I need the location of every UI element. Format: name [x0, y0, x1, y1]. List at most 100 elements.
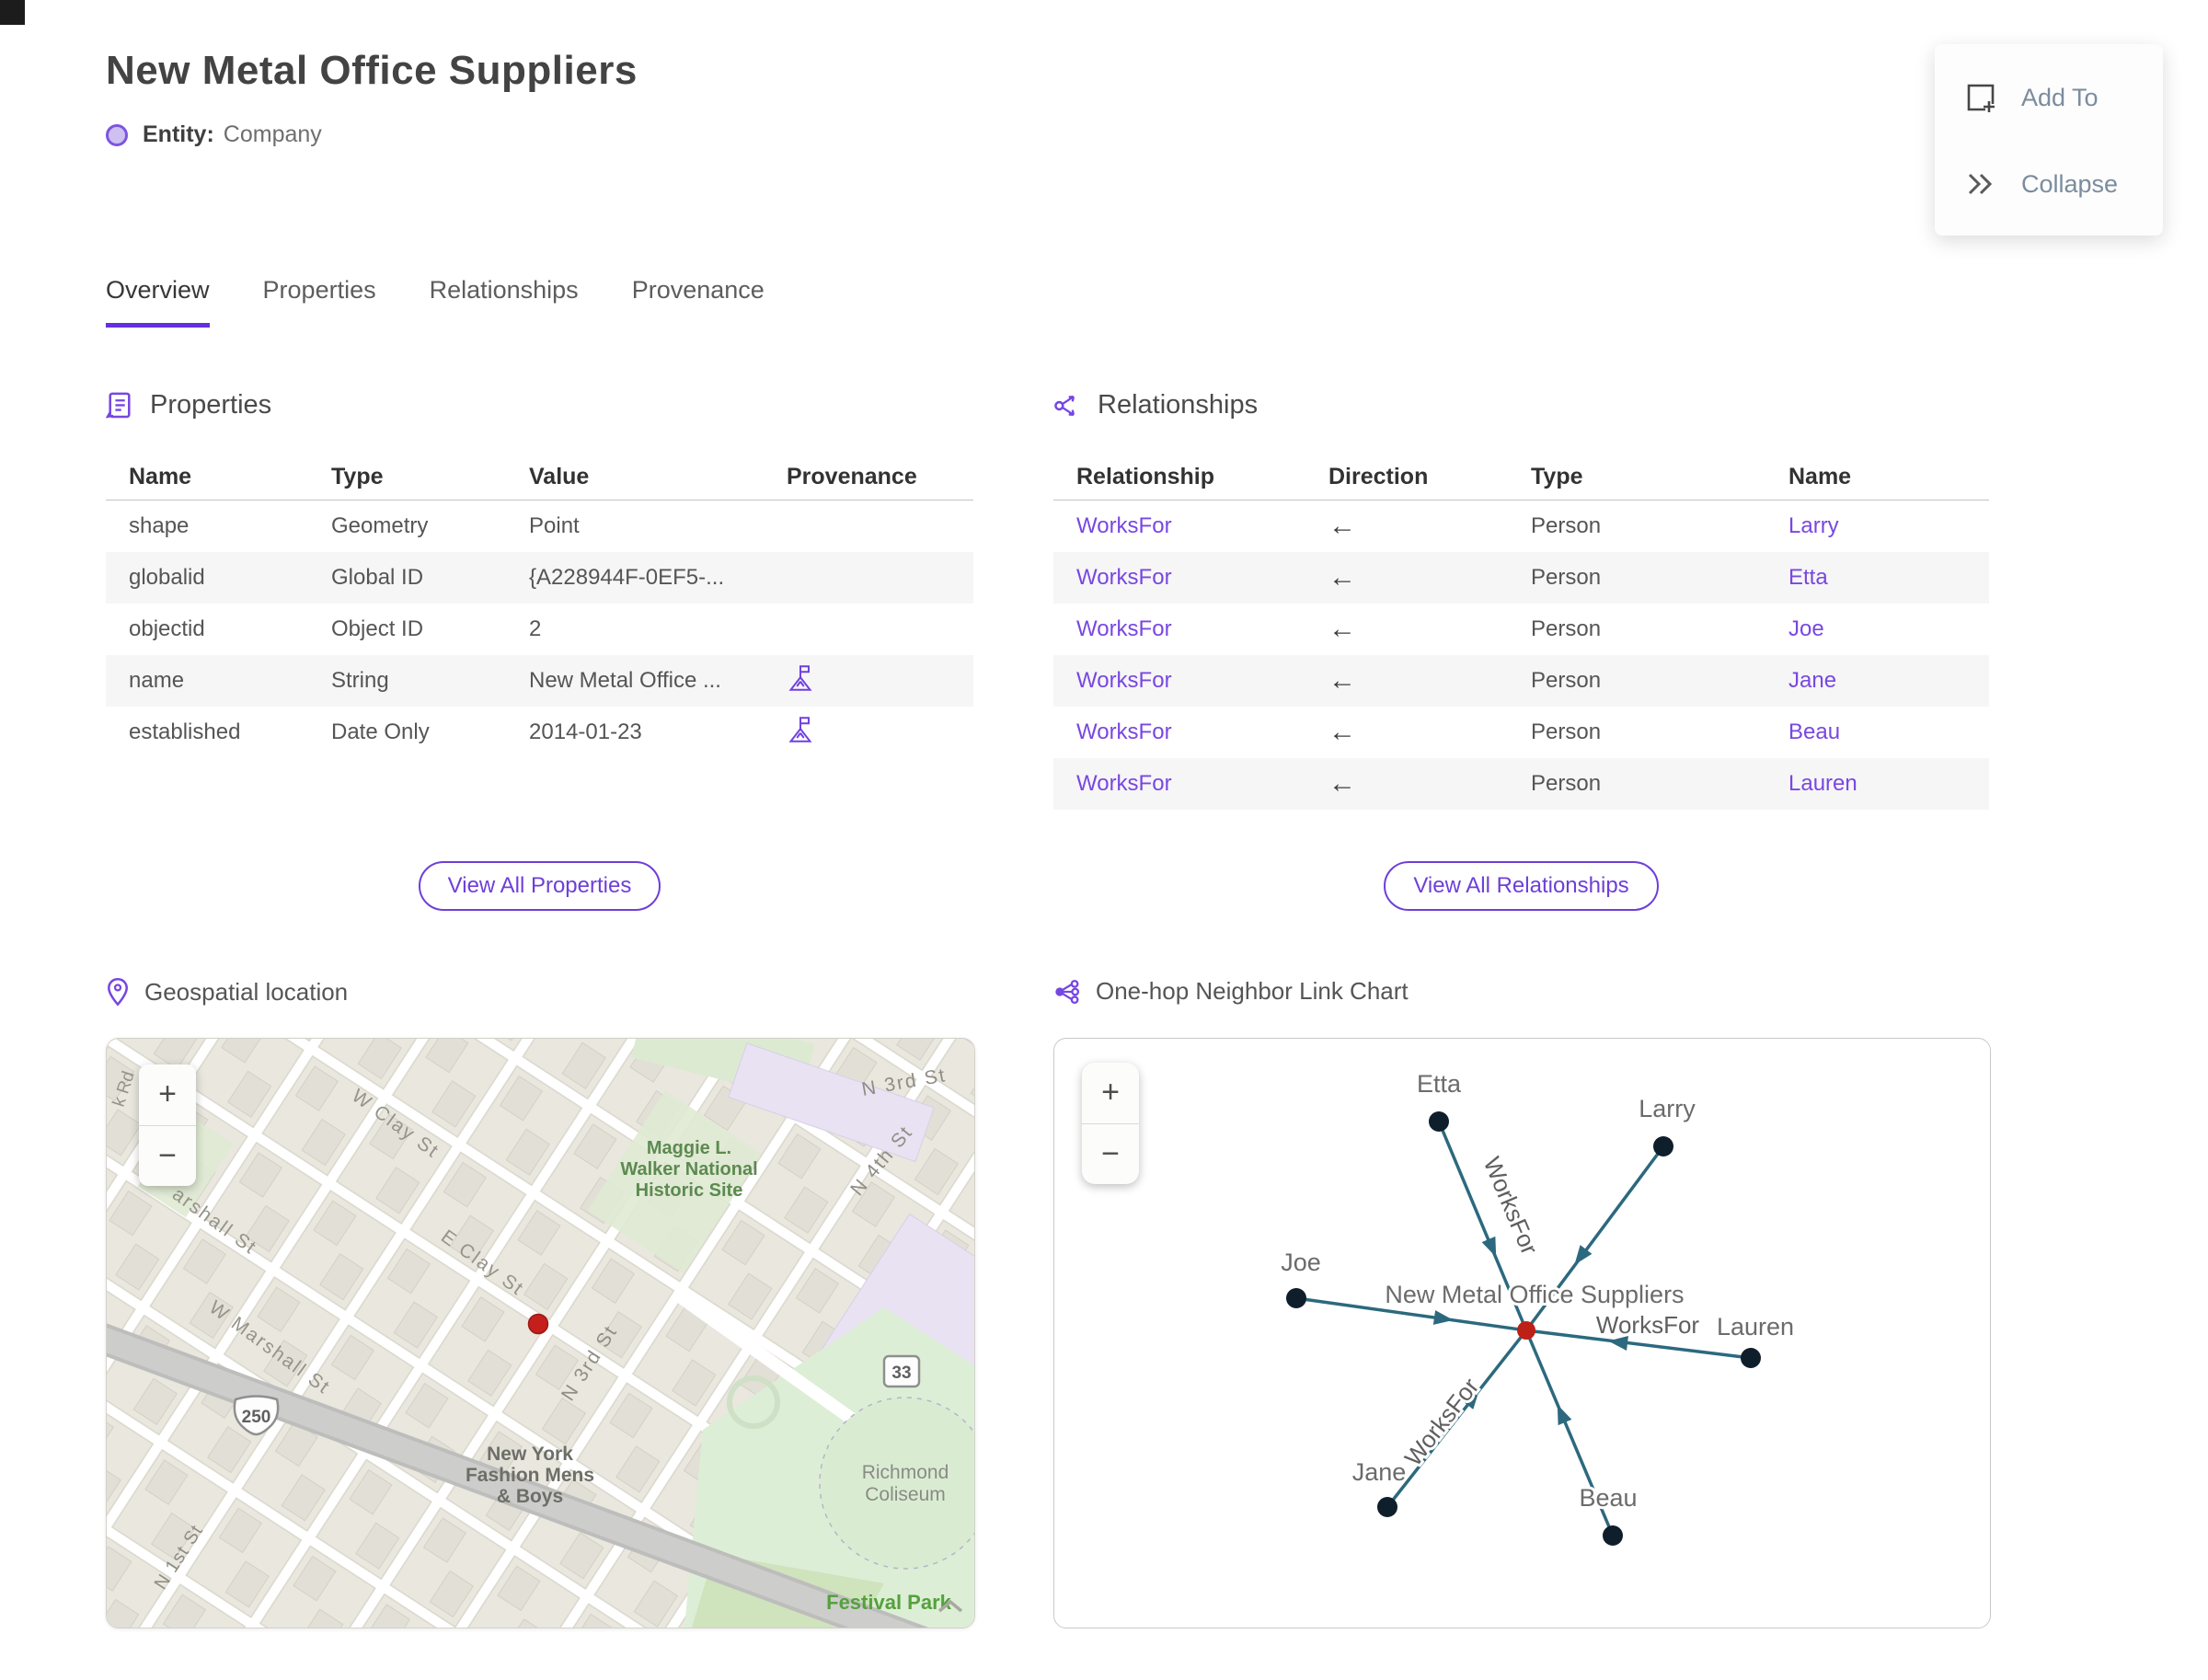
properties-section-title: Properties	[150, 390, 272, 420]
map-zoom-in-button[interactable]: +	[139, 1064, 196, 1126]
provenance-flag-icon[interactable]	[787, 715, 814, 744]
collapse-label: Collapse	[2021, 169, 2119, 198]
table-row: WorksFor ← Person Lauren	[1053, 758, 1989, 810]
relationship-link[interactable]: WorksFor	[1076, 771, 1172, 796]
relationship-link[interactable]: WorksFor	[1076, 616, 1172, 641]
properties-table-header: Name Type Value Provenance	[106, 454, 973, 501]
map-entity-marker[interactable]	[527, 1313, 549, 1335]
add-to-icon	[1967, 84, 1995, 113]
tab-provenance[interactable]: Provenance	[631, 276, 765, 304]
link-chart-edges	[1295, 1121, 1752, 1536]
svg-text:Etta: Etta	[1417, 1070, 1462, 1098]
link-chart-arrowheads	[1432, 1236, 1628, 1426]
svg-text:Fashion Mens: Fashion Mens	[466, 1465, 594, 1486]
svg-text:WorksFor: WorksFor	[1596, 1311, 1700, 1339]
direction-arrow: ←	[1328, 614, 1356, 644]
node-etta[interactable]	[1429, 1111, 1449, 1132]
node-lauren[interactable]	[1741, 1348, 1761, 1368]
rel-type: Person	[1531, 513, 1602, 538]
map-attribution-chevron-icon[interactable]	[937, 1599, 963, 1613]
relationship-link[interactable]: WorksFor	[1076, 565, 1172, 590]
map-highway-surface	[107, 1327, 918, 1628]
svg-text:250: 250	[242, 1408, 271, 1427]
provenance-flag-icon[interactable]	[787, 663, 814, 693]
svg-text:& Boys: & Boys	[497, 1486, 563, 1507]
view-all-relationships-button[interactable]: View All Relationships	[1384, 861, 1659, 911]
col-name: Name	[129, 463, 192, 489]
svg-text:Jane: Jane	[1352, 1458, 1407, 1486]
rel-name-link[interactable]: Joe	[1788, 616, 1824, 641]
chart-zoom-out-button[interactable]: −	[1101, 1135, 1120, 1171]
prop-type: Date Only	[331, 719, 430, 744]
rel-name-link[interactable]: Lauren	[1788, 771, 1857, 796]
relationships-button-row: View All Relationships	[1053, 861, 1989, 911]
entity-type-dot-icon	[106, 123, 128, 146]
rel-name-link[interactable]: Larry	[1788, 513, 1839, 538]
properties-doc-icon	[106, 392, 131, 418]
direction-arrow: ←	[1328, 768, 1356, 799]
col-name: Name	[1788, 463, 1852, 489]
prop-value: Point	[529, 513, 580, 538]
tab-bar: Overview Properties Relationships Proven…	[106, 276, 765, 328]
table-row: WorksFor ← Person Larry	[1053, 501, 1989, 552]
rel-type: Person	[1531, 565, 1602, 590]
prop-name: objectid	[129, 616, 205, 641]
map-park-area	[587, 1090, 762, 1273]
prop-name: name	[129, 668, 185, 693]
node-center-company[interactable]	[1517, 1321, 1535, 1340]
col-provenance: Provenance	[787, 463, 917, 489]
map-zoom-out-button[interactable]: −	[158, 1137, 177, 1173]
add-to-button[interactable]: Add To	[1935, 81, 2163, 114]
col-direction: Direction	[1328, 463, 1429, 489]
svg-text:Larry: Larry	[1639, 1095, 1696, 1122]
relationship-link[interactable]: WorksFor	[1076, 668, 1172, 693]
entity-type-value: Company	[223, 121, 322, 147]
direction-arrow: ←	[1328, 562, 1356, 593]
link-chart-edge-labels: WorksFor WorksFor WorksFor	[1397, 1150, 1703, 1474]
tab-relationships[interactable]: Relationships	[429, 276, 579, 304]
geospatial-map[interactable]: k Rd Sa W Clay St arshall St W Marshall …	[106, 1038, 975, 1628]
prop-provenance	[764, 663, 973, 699]
node-larry[interactable]	[1653, 1136, 1673, 1156]
link-chart-nodes[interactable]	[1286, 1111, 1761, 1546]
node-beau[interactable]	[1603, 1525, 1623, 1546]
chart-zoom-in-button[interactable]: +	[1082, 1063, 1139, 1124]
node-jane[interactable]	[1377, 1497, 1397, 1517]
relationship-link[interactable]: WorksFor	[1076, 719, 1172, 744]
table-row: globalid Global ID {A228944F-0EF5-...	[106, 552, 973, 604]
node-joe[interactable]	[1286, 1288, 1306, 1308]
collapse-chevrons-icon	[1968, 174, 1993, 195]
entity-label: Entity:	[143, 121, 214, 147]
prop-provenance	[764, 715, 973, 751]
map-shield-va33: 33	[882, 1354, 921, 1388]
rel-type: Person	[1531, 668, 1602, 693]
relationships-icon	[1054, 395, 1075, 416]
view-all-properties-button[interactable]: View All Properties	[418, 861, 661, 911]
prop-type: Object ID	[331, 616, 424, 641]
relationships-table: Relationship Direction Type Name WorksFo…	[1053, 454, 1989, 810]
properties-button-row: View All Properties	[106, 861, 973, 911]
collapse-button[interactable]: Collapse	[1935, 170, 2163, 199]
center-node-label: New Metal Office Suppliers	[1385, 1281, 1684, 1308]
rel-type: Person	[1531, 771, 1602, 796]
rel-type: Person	[1531, 616, 1602, 641]
relationship-link[interactable]: WorksFor	[1076, 513, 1172, 538]
table-row: name String New Metal Office ...	[106, 655, 973, 707]
svg-text:Richmond: Richmond	[862, 1462, 949, 1483]
chart-zoom-control: + −	[1082, 1063, 1139, 1184]
svg-text:New York: New York	[487, 1444, 573, 1465]
col-type: Type	[1531, 463, 1583, 489]
one-hop-network-icon	[1055, 979, 1080, 1004]
prop-type: Global ID	[331, 565, 424, 590]
prop-value: New Metal Office ...	[529, 668, 721, 693]
direction-arrow: ←	[1328, 665, 1356, 696]
rel-name-link[interactable]: Jane	[1788, 668, 1837, 693]
one-hop-link-chart[interactable]: WorksFor WorksFor WorksFor Etta Larry Jo…	[1053, 1038, 1991, 1628]
tab-properties[interactable]: Properties	[262, 276, 376, 304]
rel-name-link[interactable]: Beau	[1788, 719, 1841, 744]
rel-name-link[interactable]: Etta	[1788, 565, 1828, 590]
map-shield-us250: 250	[233, 1395, 280, 1436]
table-row: WorksFor ← Person Beau	[1053, 707, 1989, 758]
tab-overview[interactable]: Overview	[106, 276, 210, 328]
geospatial-section-header: Geospatial location	[106, 977, 348, 1007]
